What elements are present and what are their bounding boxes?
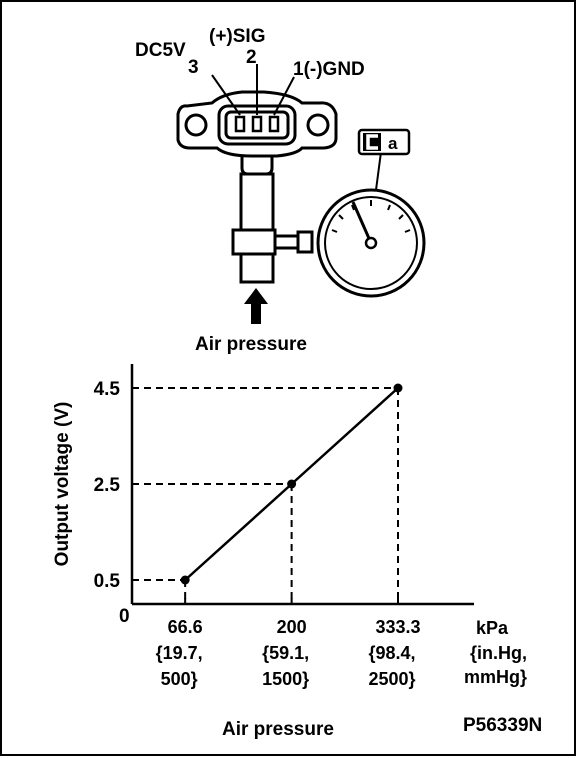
- c-letter-icon: [366, 134, 378, 150]
- label-pin3: 3: [188, 57, 199, 78]
- label-dc5v: DC5V: [135, 40, 186, 61]
- origin-label: 0: [119, 606, 130, 627]
- pin-2: [251, 115, 263, 133]
- y-tick-label-0: 4.5: [94, 379, 121, 400]
- data-point-2: [393, 383, 403, 393]
- x-unit-line-3: mmHg}: [464, 667, 527, 687]
- hose: [239, 172, 275, 284]
- pressure-sensor: [176, 64, 338, 284]
- label-sig: (+)SIG: [209, 26, 265, 47]
- gauge-tag: a: [357, 128, 411, 156]
- x-tick-label-1-line-2: 1500}: [262, 669, 309, 689]
- mounting-hole-right: [306, 113, 330, 137]
- x-tick-label-2-line-0: 333.3: [375, 617, 420, 637]
- pressure-gauge: [316, 151, 426, 298]
- figure-id: P56339N: [463, 715, 542, 736]
- air-pressure-arrow-icon: [244, 288, 268, 324]
- tee-fitting: [231, 228, 277, 256]
- mounting-hole-left: [184, 113, 208, 137]
- air-pressure-caption: Air pressure: [195, 334, 307, 355]
- voltage-chart: 4.5 2.5 0.5 66.6 {19.7, 500} 200 {59.1, 1500} 333…: [52, 364, 527, 740]
- x-axis-label: Air pressure: [222, 719, 334, 740]
- pin-1: [268, 115, 280, 133]
- label-gnd: 1(-)GND: [293, 59, 365, 80]
- x-tick-label-0-line-0: 66.6: [168, 617, 203, 637]
- x-unit-line-2: {in.Hg,: [470, 643, 527, 663]
- x-tick-label-2-line-2: 2500}: [368, 669, 415, 689]
- y-tick-label-1: 2.5: [94, 475, 121, 496]
- data-point-0: [180, 575, 190, 585]
- data-point-1: [287, 479, 297, 489]
- gauge-connector: [296, 230, 314, 254]
- x-tick-label-1-line-1: {59.1,: [262, 643, 309, 663]
- x-tick-label-2-line-1: {98.4,: [368, 643, 415, 663]
- label-pin2: 2: [246, 47, 257, 68]
- x-unit-line-1: kPa: [476, 618, 509, 638]
- y-axis-label: Output voltage (V): [52, 402, 73, 567]
- gauge-needle: [351, 201, 373, 244]
- gauge-tag-text: a: [388, 134, 398, 153]
- y-tick-label-2: 0.5: [94, 571, 121, 592]
- x-tick-label-1-line-0: 200: [277, 617, 307, 637]
- x-tick-label-0-line-1: {19.7,: [156, 643, 203, 663]
- pin-3: [234, 115, 246, 133]
- x-tick-label-0-line-2: 500}: [161, 669, 198, 689]
